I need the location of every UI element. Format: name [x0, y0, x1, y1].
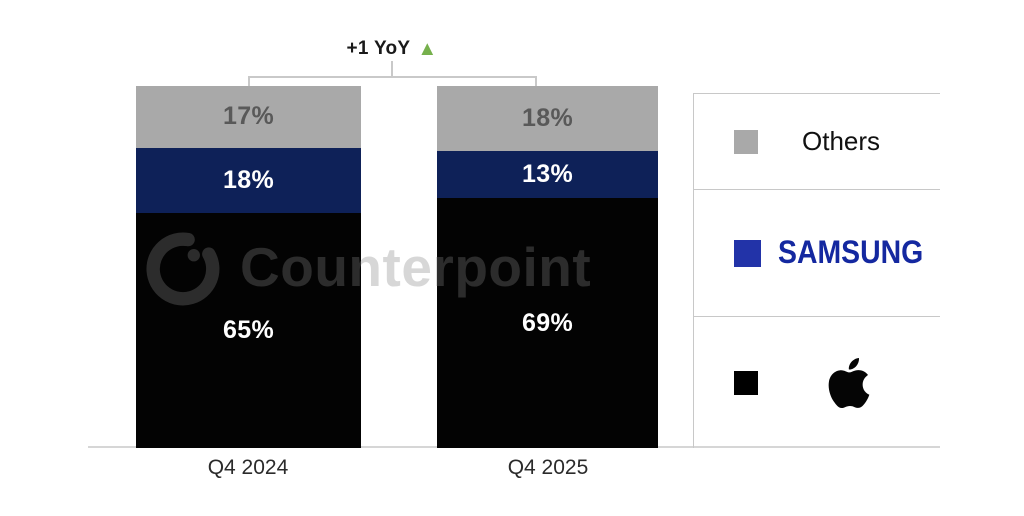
up-triangle-icon: ▲	[417, 38, 438, 60]
legend-label-others: Others	[802, 126, 881, 156]
yoy-annotation: +1 YoY ▲	[312, 38, 472, 61]
bar-segment-apple: 65%	[136, 212, 361, 448]
legend-panel: Others SAMSUNG	[693, 93, 940, 448]
bracket-line	[248, 76, 537, 78]
bar-segment-apple: 69%	[437, 198, 658, 448]
others-swatch	[734, 129, 758, 154]
bar-segment-samsung: 13%	[437, 151, 658, 199]
samsung-logo: SAMSUNG	[778, 234, 924, 271]
apple-logo-icon	[828, 357, 870, 408]
segment-value-label: 69%	[522, 308, 573, 337]
bar-segment-others: 17%	[136, 86, 361, 148]
segment-value-label: 65%	[223, 315, 274, 344]
samsung-swatch	[734, 239, 761, 267]
bar-segment-others: 18%	[437, 86, 658, 152]
bracket-left-drop	[248, 76, 250, 87]
bracket-center-tick	[391, 61, 393, 77]
segment-value-label: 13%	[522, 160, 573, 189]
bar-column: 17% 18% 65%	[136, 86, 361, 448]
segment-value-label: 18%	[522, 104, 573, 133]
bar-segment-samsung: 18%	[136, 147, 361, 213]
bracket-right-drop	[535, 76, 537, 87]
x-axis-label-q4-2024: Q4 2024	[207, 456, 289, 479]
apple-swatch	[734, 370, 758, 395]
x-axis-label-q4-2025: Q4 2025	[507, 456, 589, 479]
legend-item-others: Others	[694, 94, 940, 189]
segment-value-label: 18%	[223, 165, 274, 194]
legend-item-apple	[694, 316, 940, 448]
segment-value-label: 17%	[223, 102, 274, 131]
yoy-annotation-text: +1 YoY	[346, 38, 411, 59]
legend-item-samsung: SAMSUNG	[694, 189, 940, 316]
bar-column: 18% 13% 69%	[437, 86, 658, 448]
